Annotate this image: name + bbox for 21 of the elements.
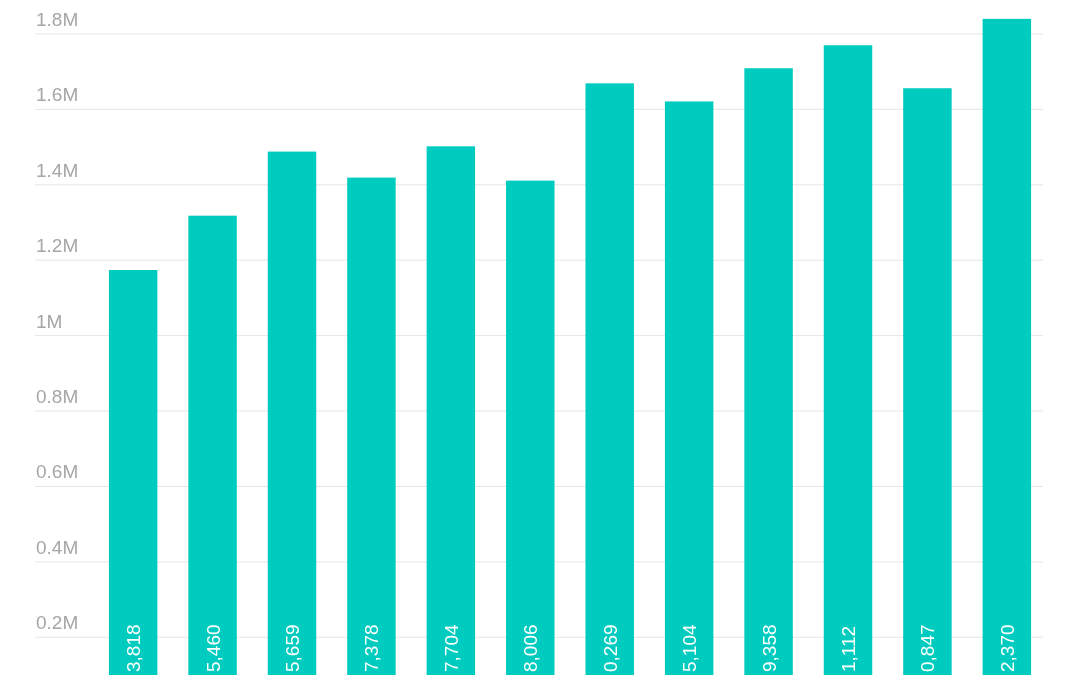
y-tick-label: 1.6M — [36, 84, 79, 106]
annotation: 3,818 — [123, 624, 145, 672]
y-tick-label: 1.4M — [36, 159, 79, 181]
annotation: 2,370 — [996, 624, 1018, 672]
annotation: 9,358 — [758, 624, 780, 672]
annotation: 5,460 — [202, 624, 224, 672]
annotation: 0,847 — [917, 624, 939, 672]
y-tick-label: 0.8M — [36, 386, 79, 408]
y-tick-label: 0.4M — [36, 536, 79, 558]
annotation: 7,704 — [440, 624, 462, 672]
annotation: 7,378 — [361, 624, 383, 672]
y-tick-label: 1.2M — [36, 235, 79, 257]
annotation: 8,006 — [520, 624, 542, 672]
annotation: 5,659 — [282, 624, 303, 672]
annotation: 0,269 — [599, 624, 621, 672]
y-tick-label: 0.6M — [36, 461, 79, 483]
y-tick-label: 0.2M — [36, 612, 79, 634]
y-tick-label: 1.8M — [36, 8, 79, 30]
annotation: 1,112 — [838, 625, 859, 672]
y-tick-label: 1M — [36, 310, 63, 332]
annotation: 5,104 — [679, 624, 701, 672]
